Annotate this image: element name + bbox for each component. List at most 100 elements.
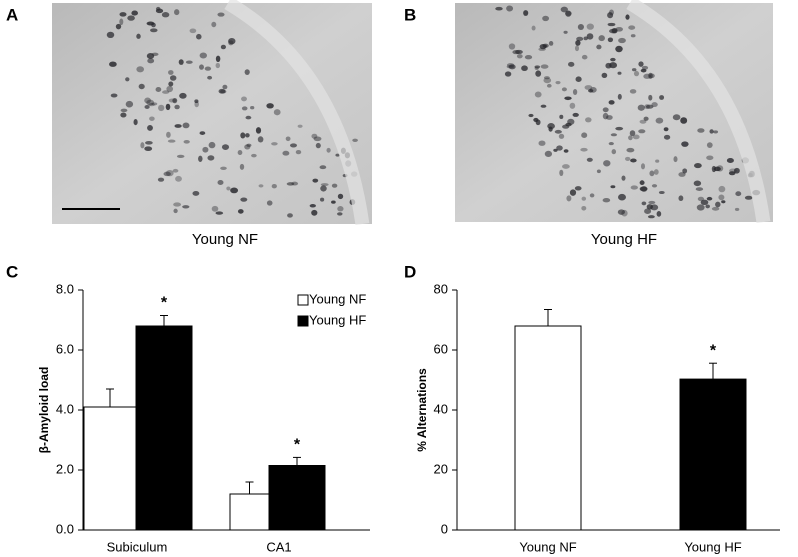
- cell: [158, 104, 165, 112]
- cell: [228, 37, 236, 45]
- cell: [632, 134, 640, 140]
- cell: [196, 33, 202, 40]
- cell: [649, 170, 655, 177]
- cell: [640, 163, 646, 170]
- cell: [735, 191, 742, 197]
- cell: [602, 112, 609, 120]
- cell: [311, 209, 318, 216]
- x-tick-label: Subiculum: [107, 539, 168, 554]
- cell: [706, 196, 713, 201]
- cell: [266, 103, 274, 109]
- cell: [618, 193, 626, 201]
- cell: [533, 117, 539, 122]
- cell: [291, 181, 299, 186]
- cell: [119, 12, 127, 17]
- cell: [711, 206, 720, 211]
- cell: [516, 54, 523, 59]
- cell: [629, 130, 636, 137]
- cell: [215, 211, 224, 215]
- cell: [586, 33, 594, 40]
- cell: [289, 143, 298, 148]
- cell: [506, 63, 515, 67]
- cell: [521, 65, 528, 72]
- cell: [648, 200, 656, 205]
- cell: [625, 14, 630, 20]
- cell: [230, 187, 239, 194]
- cell: [630, 34, 636, 38]
- bar: [83, 406, 137, 531]
- cell: [586, 23, 594, 30]
- cell: [120, 108, 128, 113]
- cell: [140, 142, 145, 149]
- cell: [151, 22, 156, 28]
- significance-mark: *: [294, 437, 301, 454]
- cell: [257, 136, 264, 143]
- cell: [251, 153, 257, 158]
- cell: [146, 99, 155, 106]
- cell: [680, 117, 688, 124]
- cell: [564, 96, 572, 101]
- cell: [589, 193, 595, 198]
- cell: [207, 75, 213, 80]
- cell: [565, 10, 572, 17]
- panel-letter: D: [404, 262, 416, 281]
- cell: [569, 102, 576, 109]
- cell: [637, 104, 645, 111]
- cell: [155, 8, 164, 14]
- cell: [185, 60, 193, 64]
- bar: [268, 465, 326, 531]
- cell: [168, 70, 174, 75]
- cell: [215, 62, 221, 69]
- cell: [240, 132, 246, 139]
- cell: [639, 180, 645, 185]
- cell: [638, 61, 644, 67]
- cell: [202, 146, 209, 153]
- cell: [271, 142, 278, 146]
- cell: [211, 205, 219, 212]
- cell: [535, 70, 542, 77]
- cell: [693, 180, 702, 187]
- cell: [538, 140, 546, 146]
- cell: [581, 54, 588, 60]
- cell: [617, 71, 622, 75]
- cell: [651, 184, 658, 188]
- cell: [174, 9, 180, 16]
- cell: [580, 147, 588, 152]
- cell: [157, 177, 165, 182]
- cell: [115, 23, 122, 30]
- cell: [647, 215, 655, 219]
- cell: [199, 131, 206, 135]
- cell: [515, 49, 523, 55]
- cell: [237, 209, 244, 214]
- cell: [617, 209, 625, 215]
- cell: [700, 199, 709, 206]
- cell: [282, 150, 290, 156]
- cell: [596, 44, 602, 50]
- cell: [295, 150, 302, 155]
- cell: [194, 101, 199, 108]
- cell: [198, 155, 203, 162]
- y-tick-label: 4.0: [56, 401, 74, 416]
- cell: [183, 140, 190, 144]
- cell: [237, 149, 243, 156]
- cell: [539, 43, 547, 50]
- cell: [744, 195, 753, 200]
- cell: [574, 45, 580, 52]
- cell: [615, 126, 624, 131]
- cell: [221, 144, 230, 150]
- cell: [629, 89, 637, 94]
- cell: [110, 93, 118, 98]
- y-axis-label: β-Amyloid load: [37, 367, 51, 454]
- bar: [135, 325, 193, 531]
- cell: [255, 127, 262, 134]
- cell: [217, 12, 225, 17]
- cell: [653, 169, 659, 175]
- cell: [576, 36, 584, 42]
- cell: [175, 175, 182, 182]
- cell: [577, 24, 584, 30]
- cell: [506, 5, 514, 12]
- cell: [222, 84, 228, 90]
- cell: [148, 102, 155, 107]
- cell: [563, 30, 568, 34]
- cell: [655, 159, 660, 163]
